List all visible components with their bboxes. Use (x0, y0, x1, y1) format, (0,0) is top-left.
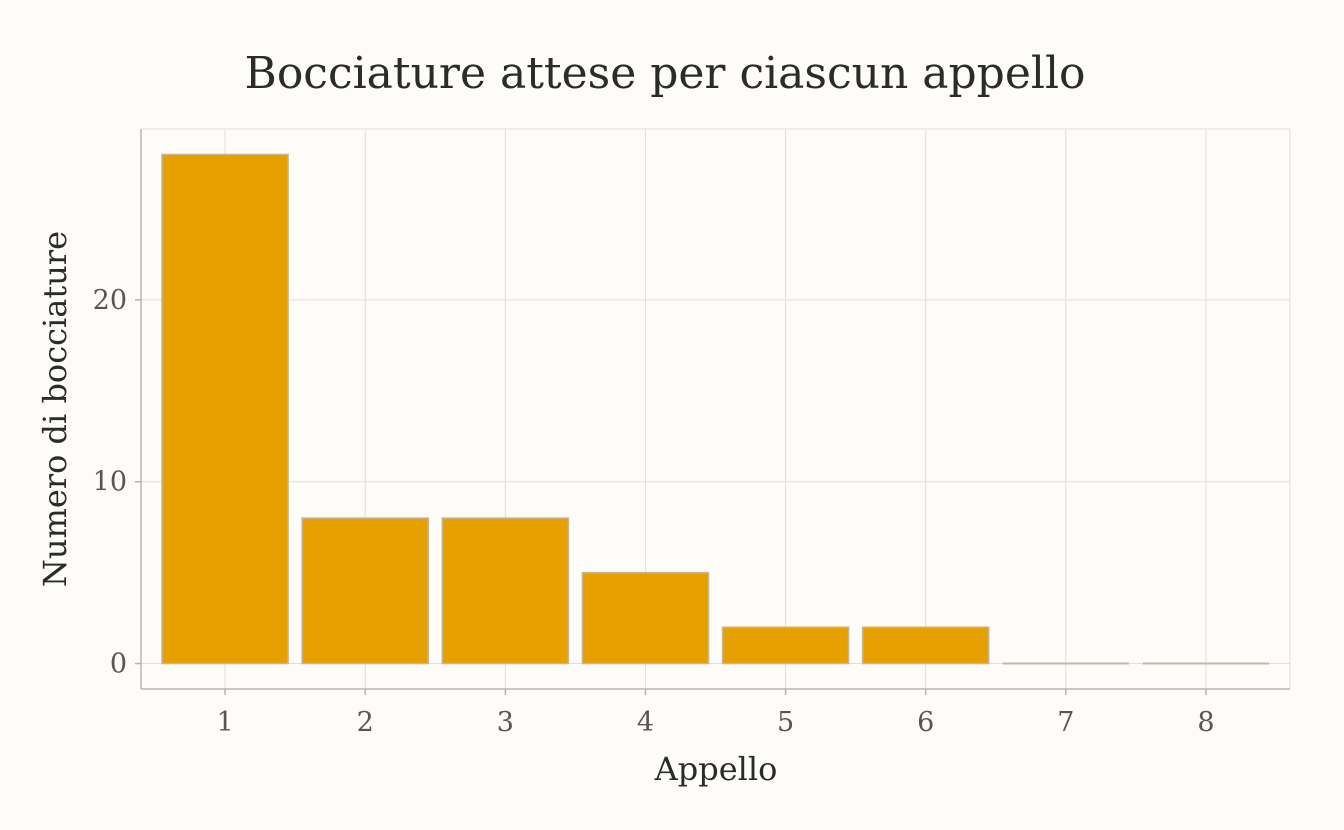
y-tick-label: 10 (93, 467, 127, 498)
bar-appello-5 (721, 626, 850, 665)
bar-appello-6 (861, 626, 990, 665)
y-tick-label: 0 (110, 649, 127, 680)
bar-layer (161, 153, 1269, 665)
axis-layer (140, 129, 1290, 690)
x-tick-label: 2 (357, 707, 374, 738)
bar-appello-4 (581, 571, 710, 665)
x-tick-label: 1 (216, 707, 233, 738)
x-tick-label: 5 (777, 707, 794, 738)
x-tick-label: 4 (637, 707, 654, 738)
x-tick-label: 6 (917, 707, 934, 738)
tick-layer: 1 2 3 4 5 6 7 8 0 10 20 (93, 285, 1215, 738)
x-tick-label: 8 (1197, 707, 1214, 738)
bar-appello-3 (441, 517, 570, 665)
chart-title: Bocciature attese per ciascun appello (244, 48, 1086, 99)
x-tick-label: 3 (497, 707, 514, 738)
x-axis-title: Appello (654, 750, 778, 788)
x-tick-label: 7 (1057, 707, 1074, 738)
y-tick-label: 20 (93, 285, 127, 316)
bar-appello-2 (301, 517, 430, 665)
bar-appello-1 (161, 153, 289, 665)
y-axis-title: Numero di bocciature (36, 231, 74, 587)
